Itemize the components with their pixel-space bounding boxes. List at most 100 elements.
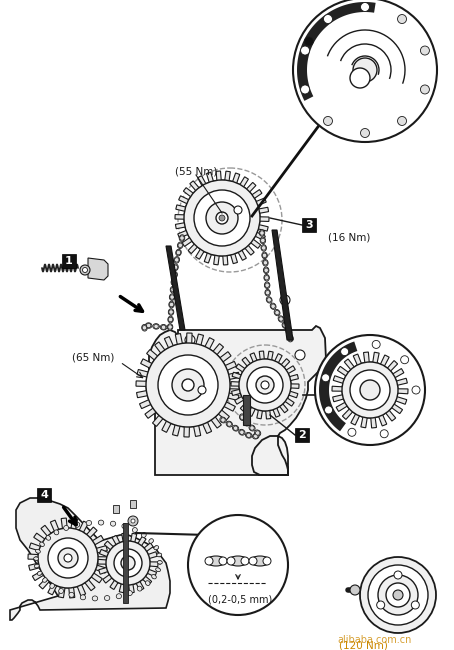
Circle shape: [117, 594, 121, 598]
FancyBboxPatch shape: [62, 254, 76, 268]
Ellipse shape: [74, 522, 80, 527]
Circle shape: [256, 431, 260, 435]
Circle shape: [287, 330, 291, 334]
Circle shape: [262, 253, 267, 257]
Circle shape: [105, 596, 109, 600]
Circle shape: [146, 581, 150, 585]
Polygon shape: [297, 2, 375, 101]
Circle shape: [80, 265, 90, 275]
Circle shape: [227, 557, 235, 565]
Ellipse shape: [50, 584, 54, 588]
Ellipse shape: [153, 324, 159, 329]
Ellipse shape: [250, 556, 270, 566]
Text: 1: 1: [65, 256, 73, 266]
Polygon shape: [10, 498, 170, 620]
Circle shape: [280, 295, 290, 305]
Ellipse shape: [110, 521, 116, 527]
Circle shape: [188, 515, 288, 615]
Circle shape: [325, 406, 333, 414]
Circle shape: [93, 597, 97, 601]
Circle shape: [293, 0, 437, 142]
Ellipse shape: [168, 316, 173, 323]
Circle shape: [239, 359, 291, 411]
Circle shape: [348, 428, 356, 436]
Ellipse shape: [160, 324, 167, 330]
Ellipse shape: [86, 521, 92, 525]
Circle shape: [173, 265, 178, 270]
Ellipse shape: [174, 257, 179, 263]
Text: (65 Nm): (65 Nm): [72, 353, 114, 363]
Circle shape: [249, 557, 257, 565]
Circle shape: [121, 556, 135, 570]
Circle shape: [38, 571, 42, 575]
Ellipse shape: [232, 425, 239, 431]
Ellipse shape: [260, 237, 266, 244]
Ellipse shape: [133, 528, 137, 532]
Circle shape: [380, 430, 388, 437]
Text: (16 Nm): (16 Nm): [328, 233, 370, 243]
Circle shape: [158, 560, 162, 564]
Text: 4: 4: [40, 490, 48, 500]
Circle shape: [368, 565, 428, 625]
Ellipse shape: [99, 520, 104, 525]
Circle shape: [198, 386, 206, 394]
Circle shape: [360, 557, 436, 633]
Circle shape: [323, 116, 332, 125]
Circle shape: [216, 212, 228, 224]
Ellipse shape: [169, 294, 175, 300]
Circle shape: [288, 337, 293, 341]
Circle shape: [350, 68, 370, 88]
Ellipse shape: [145, 323, 152, 328]
Circle shape: [247, 433, 251, 437]
Ellipse shape: [54, 530, 59, 535]
Ellipse shape: [274, 309, 280, 316]
Circle shape: [386, 583, 410, 607]
Ellipse shape: [168, 324, 173, 330]
Circle shape: [264, 276, 269, 280]
Ellipse shape: [228, 556, 248, 566]
Ellipse shape: [142, 532, 146, 538]
Circle shape: [35, 564, 39, 568]
Circle shape: [50, 584, 54, 588]
Circle shape: [221, 418, 225, 422]
Circle shape: [182, 379, 194, 391]
Circle shape: [283, 323, 287, 328]
Circle shape: [147, 323, 151, 328]
Ellipse shape: [282, 322, 288, 328]
Circle shape: [350, 370, 390, 410]
Circle shape: [412, 386, 420, 394]
Ellipse shape: [239, 430, 245, 436]
Circle shape: [244, 421, 249, 425]
Ellipse shape: [69, 592, 74, 597]
Circle shape: [172, 369, 204, 401]
Circle shape: [168, 317, 173, 322]
Circle shape: [219, 215, 225, 221]
Circle shape: [256, 376, 274, 394]
Circle shape: [219, 557, 227, 565]
Circle shape: [40, 542, 44, 546]
Ellipse shape: [170, 286, 176, 293]
Circle shape: [149, 539, 153, 543]
Circle shape: [420, 85, 429, 94]
Circle shape: [114, 549, 142, 577]
FancyBboxPatch shape: [302, 218, 316, 232]
Polygon shape: [28, 518, 108, 598]
Circle shape: [158, 355, 218, 415]
Circle shape: [261, 381, 269, 389]
Ellipse shape: [266, 296, 272, 303]
Circle shape: [194, 190, 250, 246]
Circle shape: [360, 129, 370, 138]
Ellipse shape: [255, 430, 261, 436]
Circle shape: [176, 250, 181, 255]
Circle shape: [360, 380, 380, 400]
FancyBboxPatch shape: [37, 488, 51, 502]
Ellipse shape: [169, 301, 174, 308]
Circle shape: [250, 426, 254, 430]
Circle shape: [411, 601, 419, 609]
Circle shape: [266, 291, 270, 295]
Ellipse shape: [261, 244, 266, 251]
Ellipse shape: [152, 575, 156, 579]
Ellipse shape: [270, 303, 276, 309]
Ellipse shape: [157, 553, 162, 556]
Circle shape: [241, 557, 249, 565]
